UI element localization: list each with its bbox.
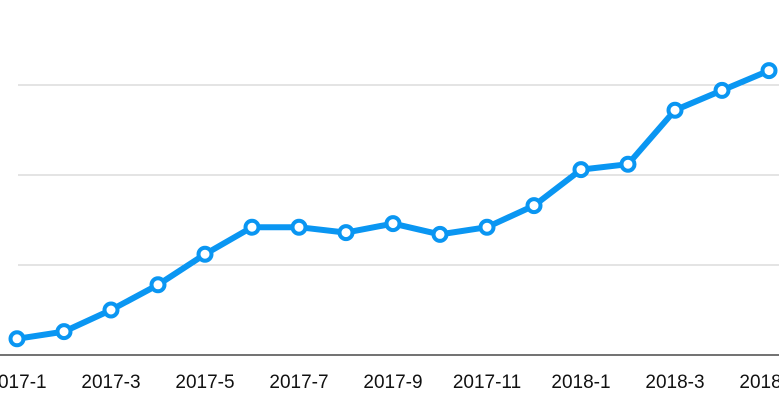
data-point [337, 224, 355, 242]
data-point [478, 218, 496, 236]
series-line [14, 67, 772, 342]
x-tick-label: 2017-9 [363, 372, 422, 393]
data-point [760, 62, 778, 80]
x-tick-label: 2018-5 [739, 372, 779, 393]
x-tick-label: 2018-3 [645, 372, 704, 393]
series-group [8, 62, 778, 348]
data-point [525, 197, 543, 215]
data-point [572, 161, 590, 179]
data-point [431, 225, 449, 243]
x-tick-labels: 2017-1 2017-3 2017-5 2017-7 2017-9 2017-11 201… [0, 372, 779, 393]
x-tick-label: 2017-5 [175, 372, 234, 393]
data-point [196, 245, 214, 263]
gridlines [18, 84, 779, 266]
x-tick-label: 2017-3 [81, 372, 140, 393]
data-point [713, 81, 731, 99]
data-point [619, 155, 637, 173]
x-tick-label: 2018-1 [551, 372, 610, 393]
data-point [55, 323, 73, 341]
x-tick-label: 2017-11 [453, 372, 521, 393]
data-point [666, 101, 684, 119]
data-point [384, 215, 402, 233]
data-point [8, 330, 26, 348]
data-point [102, 301, 120, 319]
data-point [243, 218, 261, 236]
data-point [290, 218, 308, 236]
x-tick-label: 2017-1 [0, 372, 47, 393]
data-point [149, 276, 167, 294]
x-tick-label: 2017-7 [269, 372, 328, 393]
